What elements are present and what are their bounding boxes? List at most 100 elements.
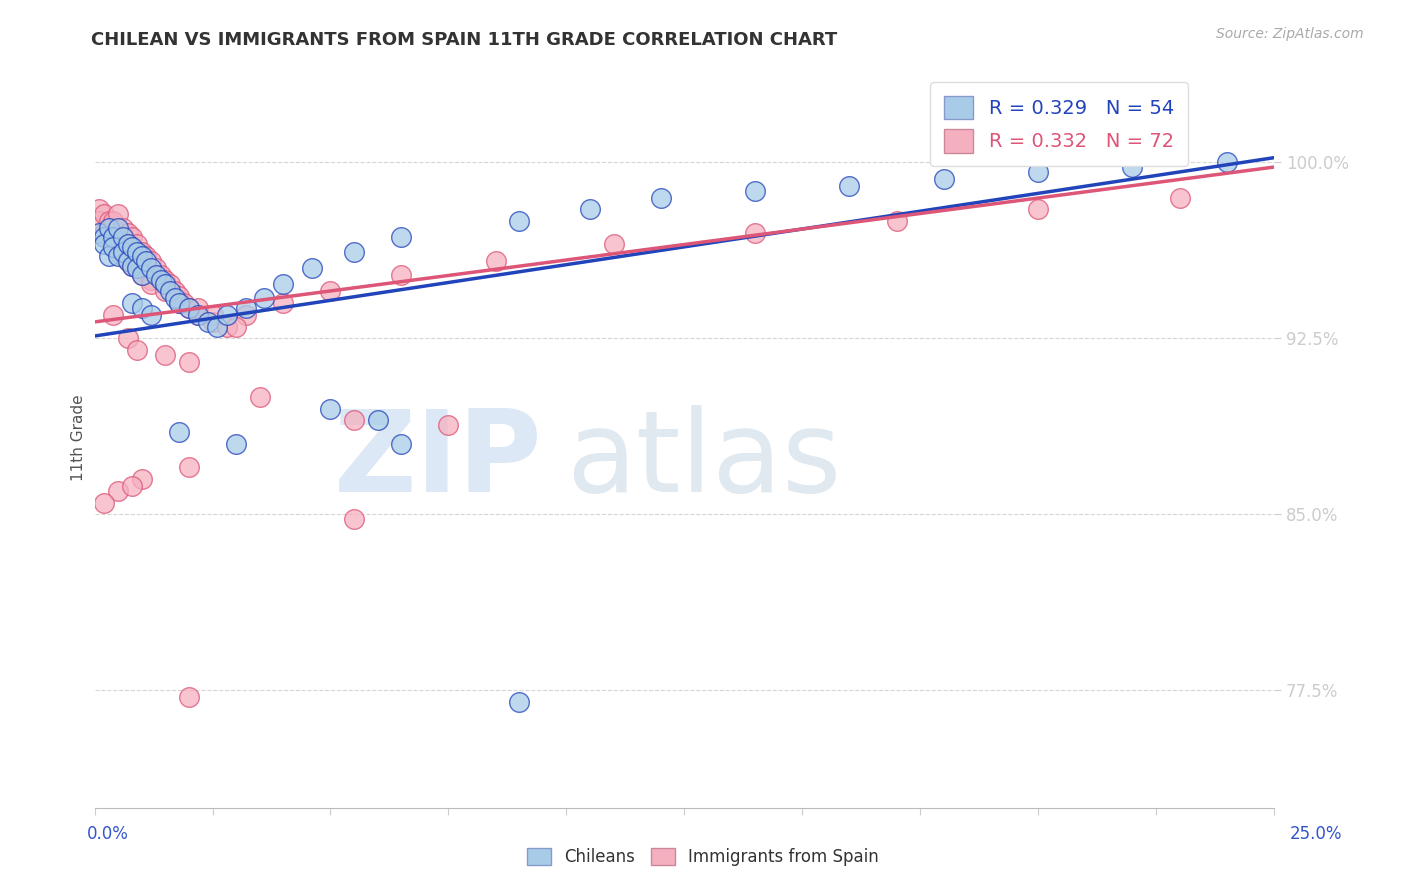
Point [225,437,247,451]
Point [107,249,129,263]
Point [177,690,200,705]
Point [117,237,139,252]
Y-axis label: 11th Grade: 11th Grade [72,395,86,482]
Text: Source: ZipAtlas.com: Source: ZipAtlas.com [1216,27,1364,41]
Point [1026,202,1049,217]
Point [135,249,157,263]
Point [149,273,172,287]
Point [169,289,191,303]
Point [117,242,139,256]
Point [107,244,129,259]
Point [744,184,766,198]
Point [141,273,163,287]
Point [173,296,195,310]
Point [155,285,177,299]
Point [319,401,342,416]
Point [93,226,115,240]
Point [141,277,163,292]
Point [111,244,134,259]
Point [1121,160,1143,174]
Point [121,230,143,244]
Point [177,301,200,315]
Point [235,301,257,315]
Legend: R = 0.329   N = 54, R = 0.332   N = 72: R = 0.329 N = 54, R = 0.332 N = 72 [931,82,1188,166]
Point [103,240,125,254]
Point [121,240,143,254]
Point [187,301,209,315]
Point [197,315,219,329]
Point [343,512,366,526]
Point [141,308,163,322]
Point [343,413,366,427]
Point [253,292,276,306]
Point [111,237,134,252]
Point [135,266,157,280]
Point [125,343,148,357]
Text: 25.0%: 25.0% [1291,825,1343,843]
Point [932,171,955,186]
Point [131,244,153,259]
Point [103,230,125,244]
Point [155,273,177,287]
Point [135,254,157,268]
Point [367,413,389,427]
Point [125,254,148,268]
Text: 0.0%: 0.0% [87,825,129,843]
Point [215,308,238,322]
Point [121,479,143,493]
Point [201,308,224,322]
Point [249,390,271,404]
Point [117,254,139,268]
Text: ZIP: ZIP [335,405,543,516]
Point [301,260,323,275]
Point [93,230,115,244]
Point [121,259,143,273]
Point [141,254,163,268]
Point [107,483,129,498]
Text: atlas: atlas [567,405,842,516]
Point [225,319,247,334]
Point [131,472,153,486]
Point [107,221,129,235]
Point [1168,190,1191,204]
Point [97,249,120,263]
Point [484,254,506,268]
Point [111,221,134,235]
Point [235,308,257,322]
Point [131,268,153,282]
Point [111,230,134,244]
Point [89,202,111,217]
Point [508,214,530,228]
Point [131,260,153,275]
Point [89,214,111,228]
Point [886,214,908,228]
Point [125,244,148,259]
Point [131,249,153,263]
Point [187,308,209,322]
Point [744,226,766,240]
Point [389,268,412,282]
Point [107,207,129,221]
Point [1216,155,1239,169]
Point [650,190,672,204]
Point [125,237,148,252]
Point [131,268,153,282]
Point [107,226,129,240]
Point [121,259,143,273]
Point [187,308,209,322]
Point [169,296,191,310]
Point [271,277,294,292]
Point [149,268,172,282]
Point [177,355,200,369]
Point [107,237,129,252]
Point [125,260,148,275]
Point [159,277,181,292]
Point [201,315,224,329]
Point [103,308,125,322]
Point [121,296,143,310]
Point [97,230,120,244]
Point [508,695,530,709]
Point [177,301,200,315]
Point [838,178,860,193]
Point [117,331,139,345]
